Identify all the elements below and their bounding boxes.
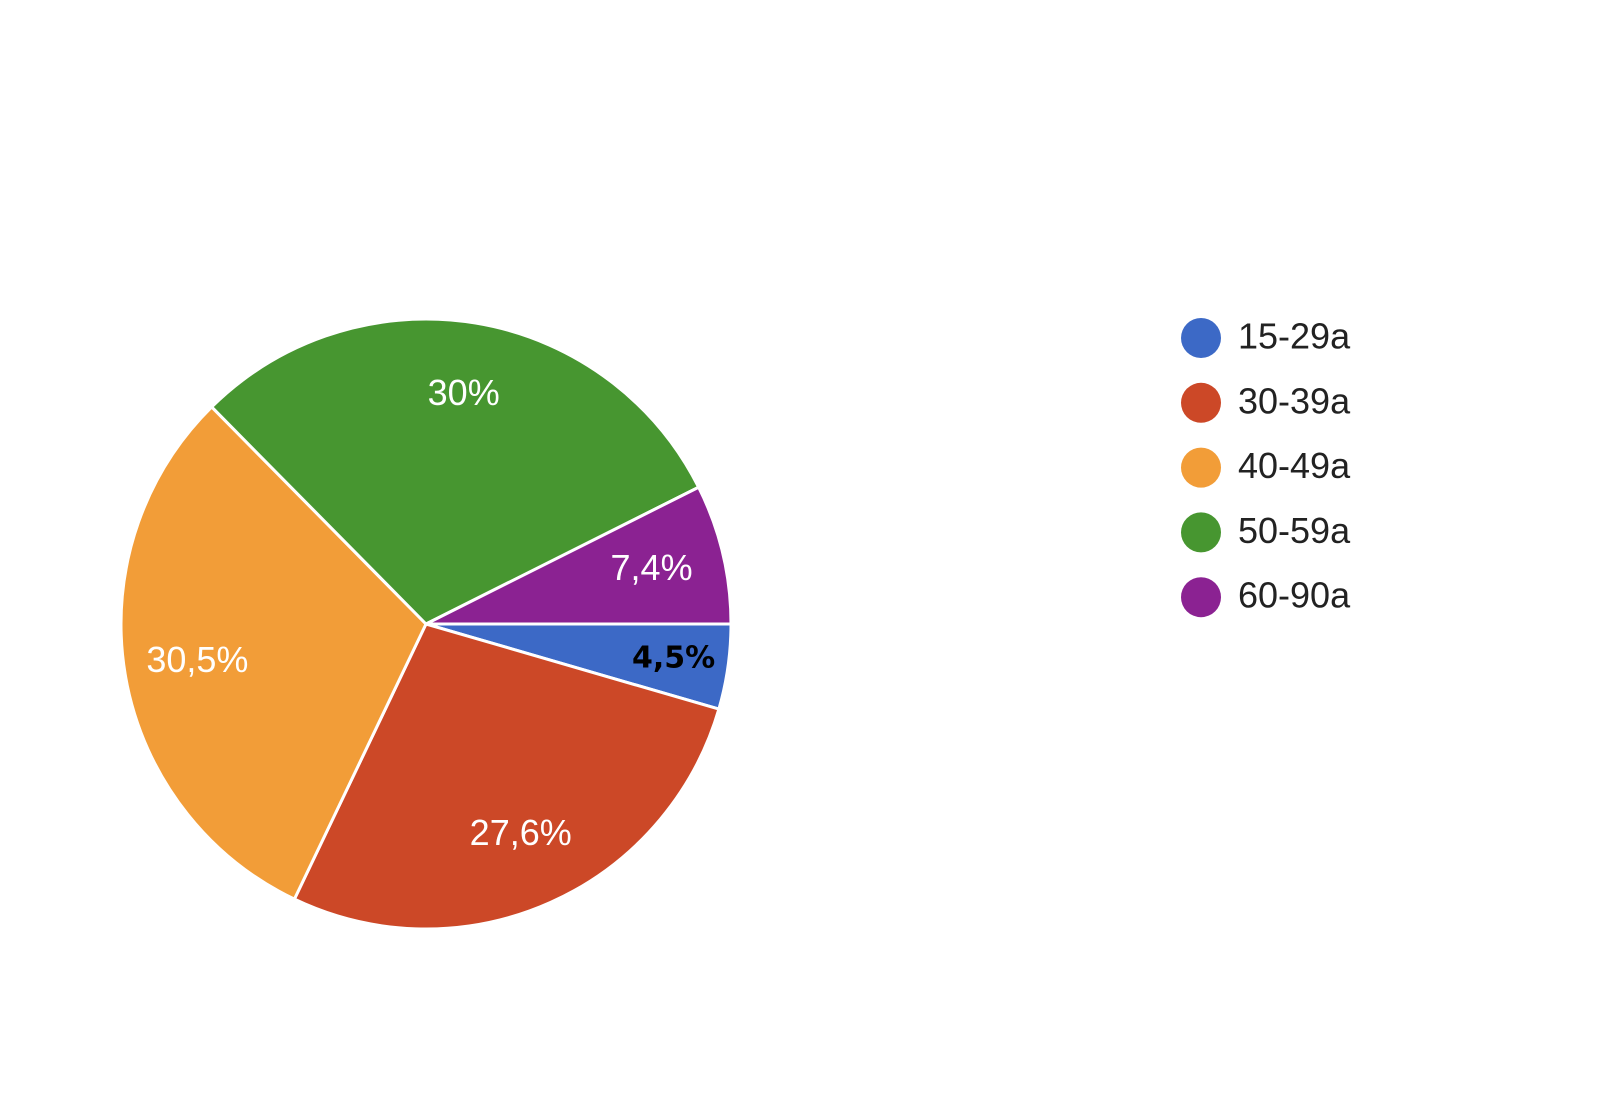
pie-slice — [119, 405, 428, 901]
pie-slice — [292, 622, 721, 931]
pie-slice — [424, 485, 733, 626]
legend-marker — [1181, 512, 1221, 553]
legend-label: 60-90a — [1238, 575, 1351, 616]
legend-marker — [1181, 382, 1221, 423]
legend-marker — [1181, 318, 1221, 358]
legend-marker — [1181, 447, 1221, 488]
legend-label: 50-59a — [1238, 510, 1351, 551]
legend-label: 15-29a — [1238, 316, 1351, 357]
data-label: 27,6% — [470, 812, 572, 853]
legend-marker — [1181, 577, 1221, 618]
data-label: 7,4% — [611, 547, 693, 588]
data-label: 30,5% — [146, 639, 248, 680]
data-label: 30% — [428, 372, 500, 413]
legend-label: 30-39a — [1238, 380, 1351, 421]
legend-label: 40-49a — [1238, 445, 1351, 486]
data-label: 4,5% — [632, 641, 715, 676]
